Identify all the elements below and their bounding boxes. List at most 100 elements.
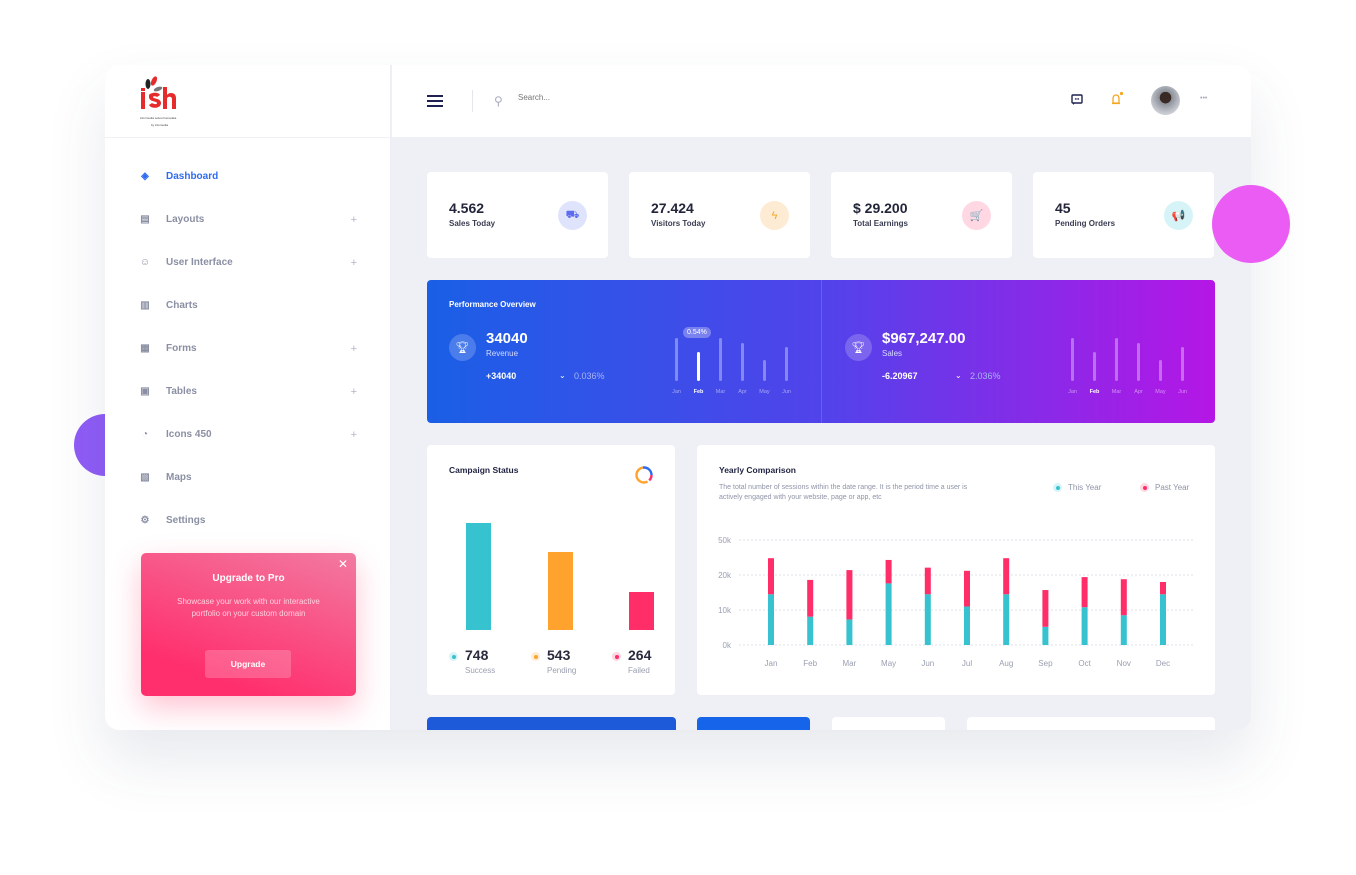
bar-this-year[interactable]	[846, 619, 853, 645]
mini-bar[interactable]	[1159, 360, 1162, 381]
upgrade-button[interactable]: Upgrade	[205, 650, 291, 678]
logo-divider	[105, 137, 391, 138]
campaign-bar[interactable]	[548, 552, 573, 630]
bar-past-year[interactable]	[768, 558, 774, 595]
bar-this-year[interactable]	[924, 594, 931, 645]
mini-bar[interactable]	[675, 338, 678, 381]
close-icon[interactable]: ✕	[337, 557, 348, 571]
bell-icon[interactable]	[1110, 91, 1124, 106]
chart-subtitle: The total number of sessions within the …	[719, 484, 968, 501]
campaign-bar[interactable]	[629, 592, 654, 630]
expand-icon[interactable]: +	[350, 256, 357, 269]
mini-bar[interactable]	[763, 360, 766, 381]
mini-bar[interactable]	[1115, 338, 1118, 381]
expand-icon[interactable]: +	[350, 342, 357, 355]
bar-past-year[interactable]	[846, 570, 853, 620]
bottom-card-2	[697, 717, 810, 730]
bar-this-year[interactable]	[1003, 594, 1010, 645]
performance-overview: Performance Overview 🏆︎ 34040 Revenue +3…	[427, 280, 1215, 423]
x-tick-label: Nov	[1117, 659, 1131, 668]
sidebar-item-forms[interactable]: ▦ Forms +	[139, 327, 357, 370]
sales-mini-chart: Jan Feb Mar Apr May Jun	[1063, 330, 1193, 395]
bar-past-year[interactable]	[1120, 579, 1127, 616]
bar-past-year[interactable]	[924, 567, 931, 595]
campaign-status-card: Campaign Status 748 Success 543 Pending …	[427, 445, 675, 695]
mini-bar[interactable]	[741, 343, 744, 381]
stat-value: 45	[1055, 200, 1071, 216]
legend-this-year[interactable]: This Year	[1053, 483, 1101, 492]
expand-icon[interactable]: +	[350, 428, 357, 441]
sales-label: Sales	[882, 349, 903, 358]
bar-past-year[interactable]	[964, 570, 970, 607]
mini-bar[interactable]	[1093, 352, 1096, 381]
revenue-mini-chart: 0.54% Jan Feb Mar Apr May Jun	[667, 327, 797, 395]
bar-this-year[interactable]	[1120, 615, 1127, 645]
donut-icon[interactable]	[634, 465, 654, 485]
performance-title: Performance Overview	[449, 300, 536, 309]
chat-icon[interactable]	[1071, 94, 1083, 106]
stat-value: $ 29.200	[853, 200, 908, 216]
legend-dot	[531, 652, 540, 661]
sales-delta: -6.20967	[882, 371, 918, 381]
mini-bar[interactable]	[697, 352, 700, 381]
campaign-bar[interactable]	[466, 523, 491, 630]
month-label: Apr	[1134, 389, 1143, 395]
bar-past-year[interactable]	[1003, 558, 1010, 595]
mini-bar[interactable]	[1181, 347, 1184, 381]
sidebar-nav: ◈ Dashboard ▤ Layouts + ☺ User Interface + ▥ Char…	[139, 155, 357, 542]
avatar[interactable]	[1151, 86, 1180, 115]
bar-past-year[interactable]	[1042, 590, 1049, 627]
stat-card: 27.424 Visitors Today ϟ	[629, 172, 810, 258]
bar-this-year[interactable]	[1081, 607, 1088, 645]
campaign-value: 264	[628, 647, 652, 663]
sidebar-item-tables[interactable]: ▣ Tables +	[139, 370, 357, 413]
campaign-label: Failed	[628, 666, 650, 675]
map-icon: ▧	[140, 472, 150, 483]
month-label: May	[759, 389, 770, 395]
bar-this-year[interactable]	[768, 594, 774, 645]
bar-this-year[interactable]	[964, 606, 970, 646]
legend-past-year[interactable]: Past Year	[1140, 483, 1189, 492]
x-tick-label: Jul	[962, 659, 972, 668]
bar-past-year[interactable]	[885, 559, 892, 584]
mini-bar[interactable]	[719, 338, 722, 381]
sidebar-item-dashboard[interactable]: ◈ Dashboard	[139, 155, 357, 198]
layers-icon: ◈	[141, 171, 149, 182]
x-tick-label: May	[881, 659, 896, 668]
sidebar-item-user-interface[interactable]: ☺ User Interface +	[139, 241, 357, 284]
chevron-down-icon: ⌄	[955, 371, 962, 380]
month-label: Mar	[715, 389, 726, 395]
menu-icon[interactable]	[427, 95, 443, 107]
sidebar-item-charts[interactable]: ▥ Charts	[139, 284, 357, 327]
stopwatch-icon: ◔	[141, 429, 149, 440]
legend-dot	[449, 652, 458, 661]
more-icon[interactable]: •••	[1200, 95, 1208, 102]
search-icon: ⚲	[494, 94, 503, 108]
mini-bar[interactable]	[1071, 338, 1074, 381]
search-input[interactable]	[518, 93, 718, 102]
mini-bar[interactable]	[785, 347, 788, 381]
expand-icon[interactable]: +	[350, 213, 357, 226]
sidebar-item-icons-450[interactable]: ◔ Icons 450 +	[139, 413, 357, 456]
expand-icon[interactable]: +	[350, 385, 357, 398]
bar-past-year[interactable]	[807, 579, 814, 617]
sidebar-item-maps[interactable]: ▧ Maps	[139, 456, 357, 499]
bar-this-year[interactable]	[1160, 594, 1166, 645]
stat-label: Visitors Today	[651, 219, 706, 228]
bar-past-year[interactable]	[1081, 577, 1088, 608]
bar-this-year[interactable]	[807, 616, 814, 645]
dashboard-window: informedia solusi humanika by infomedia …	[105, 65, 1251, 730]
bar-past-year[interactable]	[1160, 582, 1166, 595]
sidebar: informedia solusi humanika by infomedia …	[105, 65, 391, 730]
mini-bar[interactable]	[1137, 343, 1140, 381]
sidebar-item-settings[interactable]: ⚙ Settings	[139, 499, 357, 542]
sidebar-item-label: Forms	[166, 343, 197, 354]
stat-card: $ 29.200 Total Earnings 🛒	[831, 172, 1012, 258]
bar-this-year[interactable]	[1042, 626, 1049, 645]
bar-this-year[interactable]	[885, 583, 892, 645]
sidebar-item-layouts[interactable]: ▤ Layouts +	[139, 198, 357, 241]
decorative-pink-circle	[1212, 185, 1290, 263]
tooltip: 0.54%	[683, 327, 711, 338]
stat-label: Total Earnings	[853, 219, 908, 228]
chevron-down-icon: ⌄	[559, 371, 566, 380]
